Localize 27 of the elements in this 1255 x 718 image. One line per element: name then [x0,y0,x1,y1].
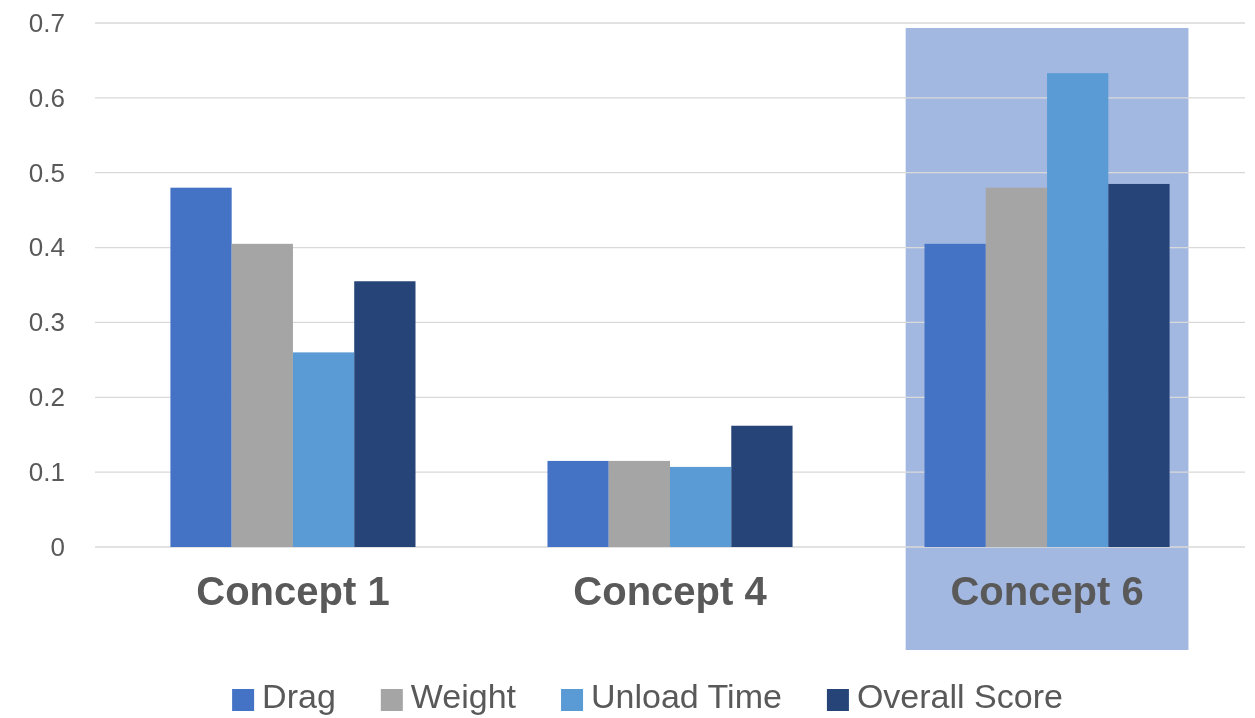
y-tick-label: 0.5 [28,157,65,188]
bar [231,243,293,547]
y-tick-label: 0.4 [28,232,65,263]
y-tick-label: 0.7 [28,7,65,38]
bar [608,460,670,547]
bar [1108,183,1170,547]
legend-label: Overall Score [856,677,1063,715]
x-tick-label: Concept 4 [573,569,768,614]
y-tick-label: 0 [50,531,65,562]
bar [731,425,793,547]
bar [354,281,416,547]
bar [292,352,355,547]
bar [924,243,986,547]
y-tick-label: 0.6 [28,82,65,113]
bar [1047,73,1109,547]
y-tick-label: 0.1 [28,456,65,487]
bar [547,460,609,547]
legend-label: Unload Time [591,677,782,715]
y-tick-label: 0.2 [28,382,65,413]
bar [670,466,732,547]
legend-label: Drag [262,677,336,715]
x-tick-label: Concept 6 [950,569,1144,614]
x-tick-label: Concept 1 [196,569,390,614]
bar [985,187,1048,547]
y-tick-label: 0.3 [28,307,65,338]
bar [170,187,232,547]
legend-label: Weight [410,677,517,715]
